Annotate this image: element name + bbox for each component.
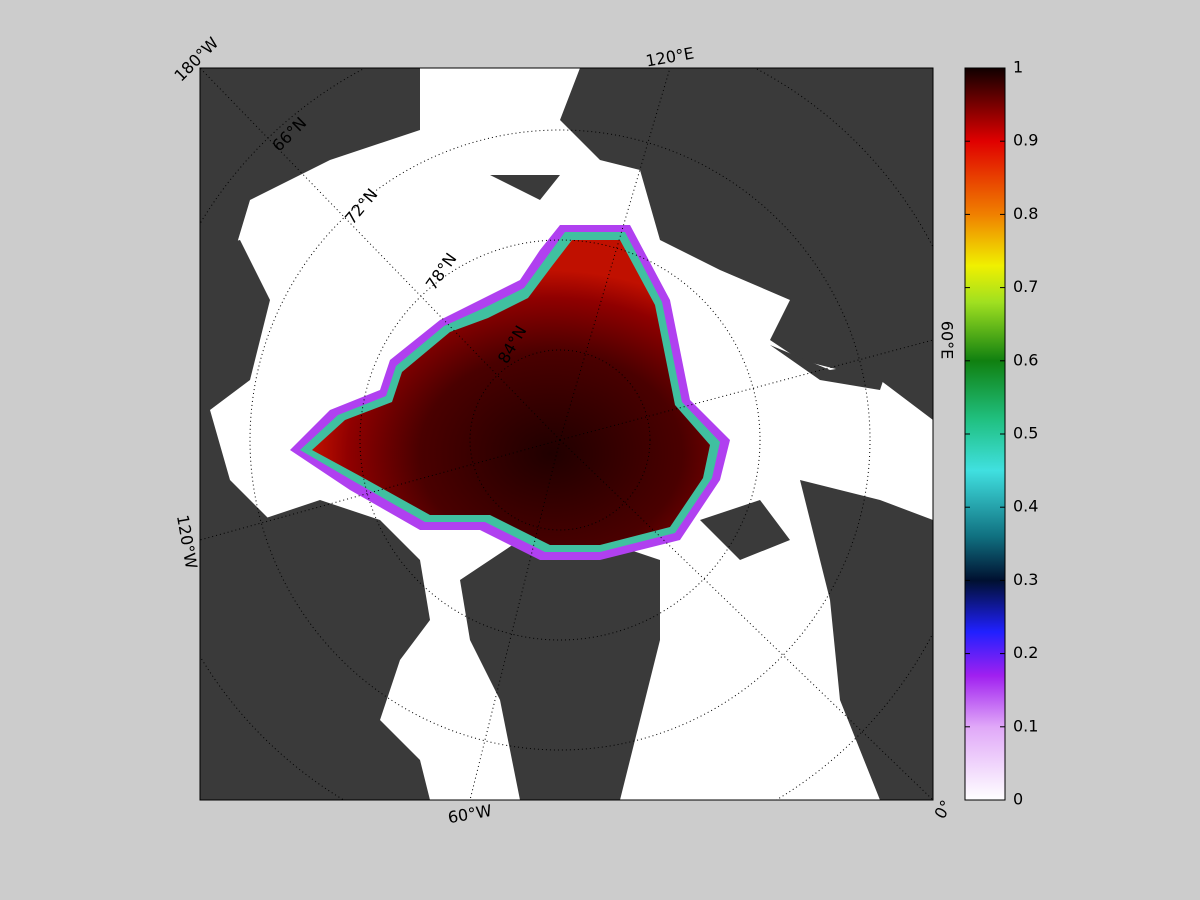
colorbar-tick-label: 0.2 (1013, 643, 1038, 662)
land-canada (200, 500, 430, 800)
colorbar-tick-label: 0.3 (1013, 570, 1038, 589)
colorbar-tick-label: 0.8 (1013, 204, 1038, 223)
colorbar-tick-label: 0.7 (1013, 277, 1038, 296)
colorbar-tick-label: 0 (1013, 790, 1023, 809)
graticule (200, 68, 933, 800)
ice-pack (312, 240, 710, 545)
map-frame (199, 67, 934, 801)
lon-label: 0° (930, 797, 956, 822)
colorbar-tick-label: 0.6 (1013, 350, 1038, 369)
colorbar (964, 67, 1006, 801)
land-siberia (560, 68, 933, 420)
land-islands (490, 175, 890, 390)
map (200, 68, 933, 800)
land-scandinavia (700, 480, 933, 800)
lon-label: 120°E (644, 43, 695, 70)
colorbar-tick-label: 0.4 (1013, 497, 1038, 516)
land-alaska-coast (200, 240, 270, 560)
colorbar-ticks: 0 0.1 0.2 0.3 0.4 0.5 0.6 0.7 0.8 0.9 1 (965, 58, 1038, 809)
lon-label: 120°W (173, 513, 201, 570)
land-greenland (460, 540, 660, 800)
land-siberia-east (200, 68, 420, 260)
colorbar-tick-label: 0.1 (1013, 716, 1038, 735)
colorbar-tick-label: 1 (1013, 58, 1023, 77)
lon-label: 60°E (938, 321, 957, 359)
colorbar-tick-label: 0.5 (1013, 424, 1038, 443)
colorbar-tick-label: 0.9 (1013, 131, 1038, 150)
lon-label: 60°W (446, 801, 493, 827)
